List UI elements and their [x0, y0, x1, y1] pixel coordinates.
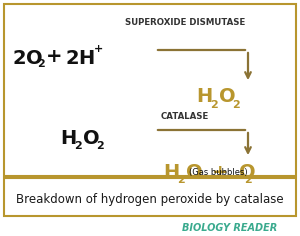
- Text: $\mathbf{2H}$: $\mathbf{2H}$: [65, 49, 95, 67]
- Text: $\mathbf{2}$: $\mathbf{2}$: [96, 139, 105, 151]
- Text: $\mathbf{2}$: $\mathbf{2}$: [177, 173, 186, 185]
- Text: $\mathbf{2}$: $\mathbf{2}$: [244, 173, 253, 185]
- Text: $\mathbf{2}$: $\mathbf{2}$: [232, 98, 241, 110]
- Text: $\mathbf{O}$: $\mathbf{O}$: [82, 128, 100, 148]
- Text: $\mathbf{H}$: $\mathbf{H}$: [60, 128, 76, 148]
- Text: $\mathbf{+}$: $\mathbf{+}$: [93, 42, 103, 54]
- Text: $\mathbf{H}$: $\mathbf{H}$: [163, 163, 179, 181]
- Text: $\mathbf{H}$: $\mathbf{H}$: [196, 88, 212, 106]
- Text: SUPEROXIDE DISMUTASE: SUPEROXIDE DISMUTASE: [125, 18, 245, 27]
- Text: $\mathbf{2}$: $\mathbf{2}$: [210, 98, 219, 110]
- Text: Breakdown of hydrogen peroxide by catalase: Breakdown of hydrogen peroxide by catala…: [16, 193, 284, 206]
- Text: $\mathbf{O}$: $\mathbf{O}$: [218, 88, 236, 106]
- Text: $\mathbf{O\ +\ O}$: $\mathbf{O\ +\ O}$: [185, 163, 256, 181]
- Text: CATALASE: CATALASE: [161, 112, 209, 121]
- Text: BIOLOGY READER: BIOLOGY READER: [182, 223, 278, 233]
- Text: $\mathbf{+}$: $\mathbf{+}$: [45, 47, 62, 67]
- Text: (Gas bubbles): (Gas bubbles): [189, 168, 248, 177]
- Text: $\mathbf{2O}$: $\mathbf{2O}$: [12, 49, 43, 67]
- Text: $\mathbf{2}$: $\mathbf{2}$: [37, 57, 46, 69]
- Bar: [4, 4, 296, 176]
- Bar: [4, 178, 296, 216]
- Text: $\mathbf{2}$: $\mathbf{2}$: [74, 139, 83, 151]
